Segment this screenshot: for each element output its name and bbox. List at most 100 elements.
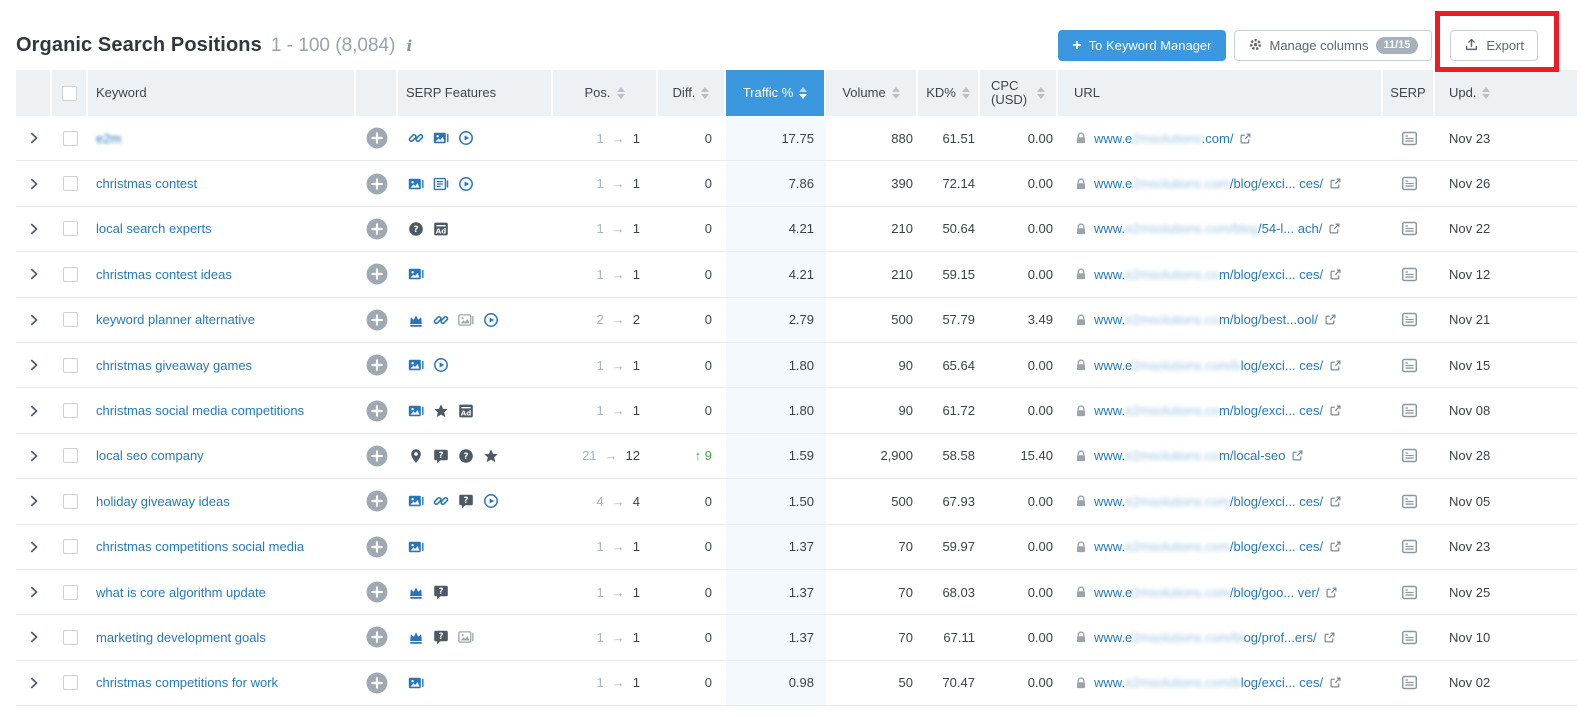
expand-chevron-icon[interactable]	[16, 661, 52, 705]
select-all-checkbox[interactable]	[61, 85, 77, 101]
serp-snapshot-icon[interactable]	[1383, 434, 1435, 478]
url-link[interactable]: www.e2msolutions.com/blog/exci... ces/	[1094, 539, 1323, 554]
external-link-icon[interactable]	[1239, 132, 1252, 145]
serp-snapshot-icon[interactable]	[1383, 525, 1435, 569]
url-link[interactable]: www.e2msolutions.com/	[1094, 131, 1233, 146]
add-keyword-button[interactable]	[366, 127, 388, 149]
serp-snapshot-icon[interactable]	[1383, 615, 1435, 659]
column-header-kd[interactable]: KD%	[918, 70, 980, 116]
keyword-link[interactable]: christmas contest ideas	[96, 266, 232, 282]
row-checkbox[interactable]	[62, 176, 78, 192]
external-link-icon[interactable]	[1329, 495, 1342, 508]
expand-chevron-icon[interactable]	[16, 207, 52, 251]
add-keyword-button[interactable]	[366, 536, 388, 558]
serp-snapshot-icon[interactable]	[1383, 343, 1435, 387]
add-keyword-button[interactable]	[366, 626, 388, 648]
row-checkbox[interactable]	[62, 403, 78, 419]
expand-chevron-icon[interactable]	[16, 298, 52, 342]
expand-chevron-icon[interactable]	[16, 252, 52, 296]
serp-snapshot-icon[interactable]	[1383, 298, 1435, 342]
expand-chevron-icon[interactable]	[16, 161, 52, 205]
column-header-upd[interactable]: Upd.	[1435, 70, 1577, 116]
keyword-link[interactable]: marketing development goals	[96, 629, 266, 645]
external-link-icon[interactable]	[1324, 313, 1337, 326]
external-link-icon[interactable]	[1329, 540, 1342, 553]
external-link-icon[interactable]	[1329, 177, 1342, 190]
row-checkbox[interactable]	[62, 448, 78, 464]
keyword-link[interactable]: christmas social media competitions	[96, 403, 305, 419]
external-link-icon[interactable]	[1325, 586, 1338, 599]
column-header-cpc[interactable]: CPC (USD)	[980, 70, 1058, 116]
url-link[interactable]: www.e2msolutions.com/blog/goo... ver/	[1094, 585, 1319, 600]
serp-snapshot-icon[interactable]	[1383, 661, 1435, 705]
url-link[interactable]: www.e2msolutions.com/blog/exci... ces/	[1094, 267, 1323, 282]
keyword-link[interactable]: christmas competitions social media	[96, 539, 305, 555]
external-link-icon[interactable]	[1329, 268, 1342, 281]
expand-chevron-icon[interactable]	[16, 615, 52, 659]
expand-chevron-icon[interactable]	[16, 388, 52, 432]
expand-chevron-icon[interactable]	[16, 479, 52, 523]
serp-snapshot-icon[interactable]	[1383, 570, 1435, 614]
row-checkbox[interactable]	[62, 584, 78, 600]
serp-snapshot-icon[interactable]	[1383, 252, 1435, 296]
external-link-icon[interactable]	[1323, 631, 1336, 644]
url-link[interactable]: www.e2msolutions.com/local-seo	[1094, 448, 1285, 463]
add-keyword-button[interactable]	[366, 354, 388, 376]
column-header-volume[interactable]: Volume	[826, 70, 918, 116]
row-checkbox[interactable]	[62, 629, 78, 645]
keyword-link[interactable]: local seo company	[96, 448, 204, 464]
url-link[interactable]: www.e2msolutions.com/blog/exci... ces/	[1094, 403, 1323, 418]
keyword-link[interactable]: christmas giveaway games	[96, 357, 253, 373]
serp-snapshot-icon[interactable]	[1383, 161, 1435, 205]
row-checkbox[interactable]	[62, 539, 78, 555]
external-link-icon[interactable]	[1291, 449, 1304, 462]
external-link-icon[interactable]	[1328, 222, 1341, 235]
expand-chevron-icon[interactable]	[16, 570, 52, 614]
row-checkbox[interactable]	[62, 675, 78, 691]
add-keyword-button[interactable]	[366, 309, 388, 331]
keyword-link[interactable]: what is core algorithm update	[96, 584, 266, 600]
row-checkbox[interactable]	[62, 266, 78, 282]
serp-snapshot-icon[interactable]	[1383, 207, 1435, 251]
expand-chevron-icon[interactable]	[16, 434, 52, 478]
external-link-icon[interactable]	[1329, 676, 1342, 689]
keyword-link[interactable]: christmas competitions for work	[96, 675, 279, 691]
column-header-diff[interactable]: Diff.	[658, 70, 726, 116]
add-keyword-button[interactable]	[366, 490, 388, 512]
add-keyword-button[interactable]	[366, 218, 388, 240]
expand-chevron-icon[interactable]	[16, 343, 52, 387]
url-link[interactable]: www.e2msolutions.com/blog/exci... ces/	[1094, 675, 1323, 690]
add-keyword-button[interactable]	[366, 672, 388, 694]
external-link-icon[interactable]	[1329, 359, 1342, 372]
row-checkbox[interactable]	[62, 312, 78, 328]
add-keyword-button[interactable]	[366, 263, 388, 285]
row-checkbox[interactable]	[62, 130, 78, 146]
column-header-traffic[interactable]: Traffic %	[726, 70, 826, 116]
keyword-link[interactable]: holiday giveaway ideas	[96, 493, 230, 509]
expand-chevron-icon[interactable]	[16, 525, 52, 569]
add-keyword-button[interactable]	[366, 581, 388, 603]
url-link[interactable]: www.e2msolutions.com/blog/exci... ces/	[1094, 358, 1323, 373]
external-link-icon[interactable]	[1329, 404, 1342, 417]
serp-snapshot-icon[interactable]	[1383, 479, 1435, 523]
keyword-link[interactable]: e2m	[96, 130, 122, 146]
info-icon[interactable]: i	[406, 37, 413, 55]
add-keyword-button[interactable]	[366, 445, 388, 467]
serp-snapshot-icon[interactable]	[1383, 116, 1435, 160]
row-checkbox[interactable]	[62, 357, 78, 373]
row-checkbox[interactable]	[62, 221, 78, 237]
row-checkbox[interactable]	[62, 493, 78, 509]
column-header-pos[interactable]: Pos.	[553, 70, 658, 116]
expand-chevron-icon[interactable]	[16, 116, 52, 160]
url-link[interactable]: www.e2msolutions.com/blog/exci... ces/	[1094, 176, 1323, 191]
export-button[interactable]: Export	[1450, 30, 1538, 61]
add-keyword-button[interactable]	[366, 400, 388, 422]
url-link[interactable]: www.e2msolutions.com/blog/exci... ces/	[1094, 494, 1323, 509]
add-keyword-button[interactable]	[366, 173, 388, 195]
keyword-link[interactable]: keyword planner alternative	[96, 312, 255, 328]
url-link[interactable]: www.e2msolutions.com/blog/54-l... ach/	[1094, 221, 1322, 236]
serp-snapshot-icon[interactable]	[1383, 388, 1435, 432]
keyword-link[interactable]: local search experts	[96, 221, 212, 237]
url-link[interactable]: www.e2msolutions.com/blog/prof...ers/	[1094, 630, 1317, 645]
keyword-link[interactable]: christmas contest	[96, 176, 198, 192]
